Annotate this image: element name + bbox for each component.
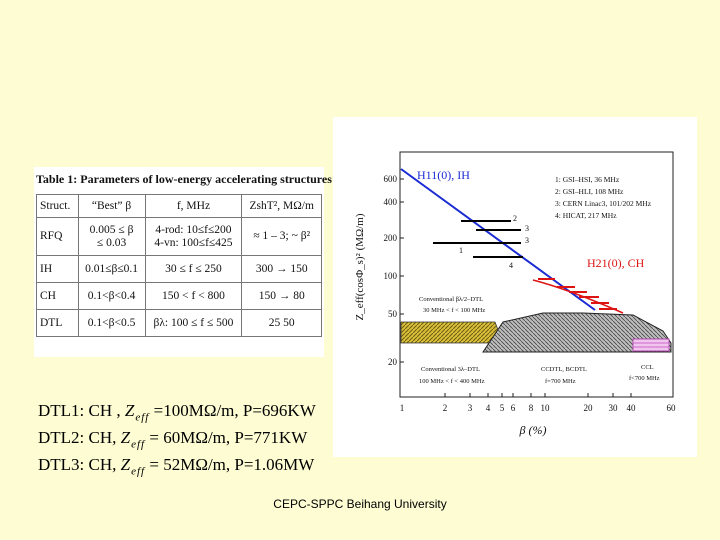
x-tick: 5 (500, 403, 505, 413)
svg-text:Conventional 3λ–DTL: Conventional 3λ–DTL (421, 366, 480, 373)
cell-beta: 0.1<β<0.4 (77, 282, 146, 310)
data-point-bars (433, 220, 523, 258)
cell-z: 25 50 (241, 309, 322, 337)
table-row: CH 0.1<β<0.4 150 < f < 800 150 → 80 (36, 282, 322, 310)
x-tick: 6 (511, 403, 516, 413)
header-beta: “Best” β (77, 194, 146, 218)
legend-item: 4: HICAT, 217 MHz (555, 211, 617, 220)
cell-struct: RFQ (36, 217, 79, 256)
parameters-table-image: Table 1: Parameters of low-energy accele… (34, 167, 332, 357)
x-tick: 8 (529, 403, 534, 413)
y-tick: 200 (384, 233, 398, 243)
x-tick: 1 (400, 403, 405, 413)
ih-label: H11(0), IH (417, 168, 470, 182)
y-tick: 600 (384, 174, 398, 184)
svg-text:4: 4 (509, 261, 513, 270)
x-tick: 20 (584, 403, 594, 413)
svg-text:CCL: CCL (641, 364, 654, 371)
ccl-band-pink (632, 338, 670, 352)
cell-z: 300 → 150 (241, 255, 322, 283)
dtl-line-3: DTL3: CH, Zeff = 52MΩ/m, P=1.06MW (38, 454, 315, 478)
cell-z: ≈ 1 – 3; ~ β² (241, 217, 322, 256)
y-tick: 100 (384, 271, 398, 281)
svg-text:3: 3 (525, 236, 529, 245)
header-struct: Struct. (36, 194, 79, 218)
x-tick: 3 (468, 403, 473, 413)
svg-text:30 MHz < f < 100 MHz: 30 MHz < f < 100 MHz (423, 307, 485, 314)
x-tick: 10 (541, 403, 551, 413)
svg-text:1: 1 (459, 246, 463, 255)
cell-struct: DTL (36, 309, 79, 337)
cell-freq: 150 < f < 800 (144, 282, 243, 310)
dtl-line-1: DTL1: CH , Zeff =100MΩ/m, P=696KW (38, 401, 316, 424)
table-row: IH 0.01≤β≤0.1 30 ≤ f ≤ 250 300 → 150 (36, 255, 322, 283)
svg-text:2: 2 (513, 214, 517, 223)
shunt-impedance-plot-image: Z_eff(cosΦ_s)² (MΩ/m) 600 400 200 100 50… (333, 117, 697, 457)
table-row: RFQ 0.005 ≤ β ≤ 0.03 4-rod: 10≤f≤200 4-vn:… (36, 217, 322, 256)
cell-freq: 4-rod: 10≤f≤200 4-vn: 100≤f≤425 (144, 217, 243, 256)
cell-struct: CH (36, 282, 79, 310)
ch-label: H21(0), CH (587, 256, 645, 270)
legend-item: 2: GSI–HLI, 108 MHz (555, 187, 624, 196)
svg-text:f<700 MHz: f<700 MHz (629, 375, 660, 382)
table-title: Table 1: Parameters of low-energy accele… (36, 172, 332, 186)
x-tick: 2 (443, 403, 448, 413)
svg-text:3: 3 (525, 224, 529, 233)
cell-freq: 30 ≤ f ≤ 250 (144, 255, 243, 283)
point-labels: 2 1 3 3 4 (459, 214, 529, 270)
x-tick: 4 (486, 403, 491, 413)
parameters-table: Struct. “Best” β f, MHz ZshT², MΩ/m RFQ … (36, 194, 322, 337)
plot-y-ticks: 600 400 200 100 50 20 (384, 174, 398, 367)
svg-text:Conventional βλ/2–DTL: Conventional βλ/2–DTL (419, 296, 483, 303)
cell-freq: βλ: 100 ≤ f ≤ 500 (144, 309, 243, 337)
plot-legend: 1: GSI–HSI, 36 MHz 2: GSI–HLI, 108 MHz 3… (555, 175, 652, 220)
dtl-line-2: DTL2: CH, Zeff = 60MΩ/m, P=771KW (38, 427, 308, 451)
svg-text:100 MHz < f < 400 MHz: 100 MHz < f < 400 MHz (419, 378, 485, 385)
plot-xlabel: β (%) (519, 423, 547, 437)
footer-credit: CEPC-SPPC Beihang University (273, 497, 447, 511)
legend-item: 1: GSI–HSI, 36 MHz (555, 175, 620, 184)
cell-beta: 0.005 ≤ β ≤ 0.03 (77, 217, 146, 256)
table-header-row: Struct. “Best” β f, MHz ZshT², MΩ/m (36, 194, 322, 218)
cell-z: 150 → 80 (241, 282, 322, 310)
ch-data-bars (538, 278, 617, 310)
table-row: DTL 0.1<β<0.5 βλ: 100 ≤ f ≤ 500 25 50 (36, 309, 322, 337)
y-tick: 20 (388, 357, 398, 367)
cell-beta: 0.1<β<0.5 (77, 309, 146, 337)
plot-x-ticks: 1 2 3 4 5 6 8 10 20 30 40 60 (400, 403, 676, 413)
y-tick: 400 (384, 197, 398, 207)
legend-item: 3: CERN Linac3, 101/202 MHz (555, 199, 652, 208)
plot-svg: Z_eff(cosΦ_s)² (MΩ/m) 600 400 200 100 50… (354, 151, 676, 437)
svg-text:f=700 MHz: f=700 MHz (545, 378, 576, 385)
dtl-band-yellow (400, 321, 504, 344)
y-tick: 50 (388, 309, 398, 319)
cell-beta: 0.01≤β≤0.1 (77, 255, 146, 283)
plot-frame (399, 151, 674, 398)
plot-ylabel: Z_eff(cosΦ_s)² (MΩ/m) (354, 213, 366, 320)
x-tick: 40 (627, 403, 637, 413)
dtl-parameter-list: DTL1: CH , Zeff =100MΩ/m, P=696KW DTL2: … (38, 401, 316, 482)
ccdtl-band-gray (482, 312, 672, 353)
x-tick: 30 (609, 403, 619, 413)
svg-text:CCDTL, BCDTL: CCDTL, BCDTL (541, 366, 587, 373)
header-freq: f, MHz (144, 194, 243, 218)
header-z: ZshT², MΩ/m (241, 194, 322, 218)
band-annotations: Conventional βλ/2–DTL 30 MHz < f < 100 M… (419, 296, 660, 385)
x-tick: 60 (667, 403, 677, 413)
cell-struct: IH (36, 255, 79, 283)
